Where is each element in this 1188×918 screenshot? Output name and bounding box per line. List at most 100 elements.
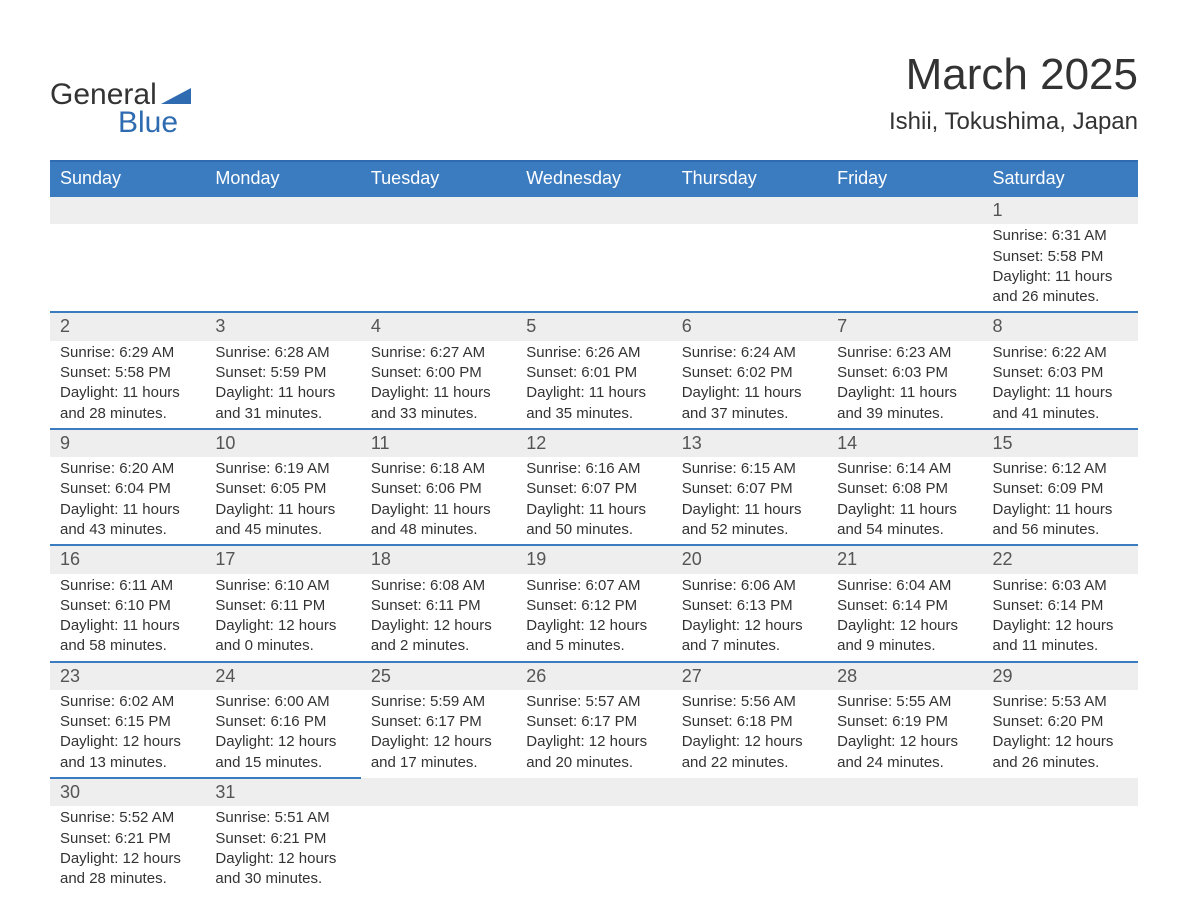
day-data: Sunrise: 6:00 AMSunset: 6:16 PMDaylight:… — [205, 690, 360, 777]
day-sunrise: Sunrise: 5:52 AM — [60, 808, 205, 828]
day-daylight: Daylight: 12 hours and 15 minutes. — [215, 732, 360, 773]
day-sunset: Sunset: 6:08 PM — [837, 479, 982, 499]
day-number: 14 — [827, 430, 982, 457]
day-daylight: Daylight: 11 hours and 31 minutes. — [215, 383, 360, 424]
day-daylight: Daylight: 11 hours and 45 minutes. — [215, 500, 360, 541]
day-data: Sunrise: 5:55 AMSunset: 6:19 PMDaylight:… — [827, 690, 982, 777]
day-daylight: Daylight: 12 hours and 0 minutes. — [215, 616, 360, 657]
day-number-cell: 19 — [516, 545, 671, 573]
day-data-cell: Sunrise: 6:14 AMSunset: 6:08 PMDaylight:… — [827, 457, 982, 545]
day-data: Sunrise: 6:29 AMSunset: 5:58 PMDaylight:… — [50, 341, 205, 428]
day-data: Sunrise: 5:53 AMSunset: 6:20 PMDaylight:… — [983, 690, 1138, 777]
day-number: 9 — [50, 430, 205, 457]
day-number: 5 — [516, 313, 671, 340]
day-data-cell: Sunrise: 6:20 AMSunset: 6:04 PMDaylight:… — [50, 457, 205, 545]
day-data-cell: Sunrise: 6:31 AMSunset: 5:58 PMDaylight:… — [983, 224, 1138, 312]
day-number-cell — [516, 778, 671, 806]
day-data-cell — [516, 224, 671, 312]
day-data: Sunrise: 6:11 AMSunset: 6:10 PMDaylight:… — [50, 574, 205, 661]
day-number: 13 — [672, 430, 827, 457]
day-number: 12 — [516, 430, 671, 457]
day-data-cell — [516, 806, 671, 893]
day-daylight: Daylight: 12 hours and 22 minutes. — [682, 732, 827, 773]
day-number-cell: 7 — [827, 312, 982, 340]
day-number: 21 — [827, 546, 982, 573]
week-data-row: Sunrise: 6:31 AMSunset: 5:58 PMDaylight:… — [50, 224, 1138, 312]
day-number-cell: 6 — [672, 312, 827, 340]
day-data: Sunrise: 5:57 AMSunset: 6:17 PMDaylight:… — [516, 690, 671, 777]
week-data-row: Sunrise: 6:29 AMSunset: 5:58 PMDaylight:… — [50, 341, 1138, 429]
day-sunset: Sunset: 6:12 PM — [526, 596, 671, 616]
empty-daynum — [672, 197, 827, 224]
day-header: Saturday — [983, 161, 1138, 196]
day-number: 31 — [205, 779, 360, 806]
day-daylight: Daylight: 12 hours and 24 minutes. — [837, 732, 982, 773]
day-sunrise: Sunrise: 6:23 AM — [837, 343, 982, 363]
day-daylight: Daylight: 11 hours and 52 minutes. — [682, 500, 827, 541]
day-daylight: Daylight: 11 hours and 37 minutes. — [682, 383, 827, 424]
day-header: Monday — [205, 161, 360, 196]
day-sunrise: Sunrise: 6:08 AM — [371, 576, 516, 596]
day-data: Sunrise: 6:14 AMSunset: 6:08 PMDaylight:… — [827, 457, 982, 544]
day-daylight: Daylight: 11 hours and 56 minutes. — [993, 500, 1138, 541]
empty-daynum — [672, 778, 827, 805]
day-daylight: Daylight: 12 hours and 17 minutes. — [371, 732, 516, 773]
day-daylight: Daylight: 12 hours and 5 minutes. — [526, 616, 671, 657]
day-sunrise: Sunrise: 6:18 AM — [371, 459, 516, 479]
week-daynum-row: 1 — [50, 196, 1138, 224]
day-number-cell — [50, 196, 205, 224]
day-number-cell — [361, 196, 516, 224]
day-data-cell: Sunrise: 6:00 AMSunset: 6:16 PMDaylight:… — [205, 690, 360, 778]
day-sunrise: Sunrise: 6:27 AM — [371, 343, 516, 363]
day-sunrise: Sunrise: 6:02 AM — [60, 692, 205, 712]
day-data: Sunrise: 6:02 AMSunset: 6:15 PMDaylight:… — [50, 690, 205, 777]
day-sunrise: Sunrise: 6:00 AM — [215, 692, 360, 712]
day-data-cell: Sunrise: 6:16 AMSunset: 6:07 PMDaylight:… — [516, 457, 671, 545]
empty-daynum — [827, 197, 982, 224]
day-number-cell: 8 — [983, 312, 1138, 340]
day-number: 22 — [983, 546, 1138, 573]
day-number-cell: 21 — [827, 545, 982, 573]
day-header: Tuesday — [361, 161, 516, 196]
day-daylight: Daylight: 12 hours and 13 minutes. — [60, 732, 205, 773]
day-number-cell: 2 — [50, 312, 205, 340]
day-sunrise: Sunrise: 5:57 AM — [526, 692, 671, 712]
day-sunset: Sunset: 6:07 PM — [526, 479, 671, 499]
empty-daynum — [983, 778, 1138, 805]
day-number: 8 — [983, 313, 1138, 340]
day-sunrise: Sunrise: 6:16 AM — [526, 459, 671, 479]
day-number-cell: 12 — [516, 429, 671, 457]
day-number: 27 — [672, 663, 827, 690]
day-data: Sunrise: 6:19 AMSunset: 6:05 PMDaylight:… — [205, 457, 360, 544]
empty-daynum — [516, 778, 671, 805]
logo-word-blue: Blue — [118, 106, 178, 140]
day-number-cell: 25 — [361, 662, 516, 690]
day-daylight: Daylight: 11 hours and 58 minutes. — [60, 616, 205, 657]
week-data-row: Sunrise: 6:20 AMSunset: 6:04 PMDaylight:… — [50, 457, 1138, 545]
day-data-cell — [827, 806, 982, 893]
empty-daynum — [827, 778, 982, 805]
day-sunset: Sunset: 6:16 PM — [215, 712, 360, 732]
day-sunset: Sunset: 6:11 PM — [215, 596, 360, 616]
day-daylight: Daylight: 12 hours and 28 minutes. — [60, 849, 205, 890]
day-sunset: Sunset: 6:10 PM — [60, 596, 205, 616]
day-number-cell: 9 — [50, 429, 205, 457]
day-number-cell: 3 — [205, 312, 360, 340]
day-number-cell: 23 — [50, 662, 205, 690]
day-data-cell — [827, 224, 982, 312]
day-sunrise: Sunrise: 6:28 AM — [215, 343, 360, 363]
day-data: Sunrise: 6:12 AMSunset: 6:09 PMDaylight:… — [983, 457, 1138, 544]
day-data-cell: Sunrise: 6:29 AMSunset: 5:58 PMDaylight:… — [50, 341, 205, 429]
day-data-cell: Sunrise: 6:07 AMSunset: 6:12 PMDaylight:… — [516, 574, 671, 662]
day-sunset: Sunset: 6:09 PM — [993, 479, 1138, 499]
day-data: Sunrise: 6:07 AMSunset: 6:12 PMDaylight:… — [516, 574, 671, 661]
day-sunset: Sunset: 6:05 PM — [215, 479, 360, 499]
day-number: 6 — [672, 313, 827, 340]
day-number: 4 — [361, 313, 516, 340]
day-number-cell — [205, 196, 360, 224]
day-sunset: Sunset: 6:00 PM — [371, 363, 516, 383]
day-number: 11 — [361, 430, 516, 457]
day-sunrise: Sunrise: 6:10 AM — [215, 576, 360, 596]
day-data-cell: Sunrise: 5:51 AMSunset: 6:21 PMDaylight:… — [205, 806, 360, 893]
day-daylight: Daylight: 11 hours and 41 minutes. — [993, 383, 1138, 424]
